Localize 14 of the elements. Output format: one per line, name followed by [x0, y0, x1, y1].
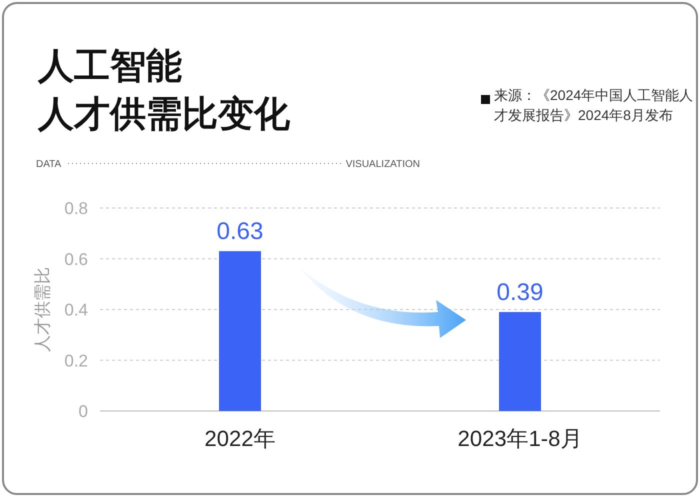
x-tick-label: 2023年1-8月 — [458, 426, 582, 451]
chart-title: 人工智能人才供需比变化 — [37, 45, 291, 134]
data-label: 0.39 — [496, 279, 544, 306]
y-tick-label: 0 — [78, 402, 88, 421]
data-label: 0.63 — [216, 218, 264, 246]
y-tick-label: 0.6 — [64, 250, 88, 269]
y-axis-title: 人才供需比 — [33, 267, 52, 352]
text: VISUALIZATION — [346, 159, 420, 170]
source-note: 来源：《2024年中国人工智能人才发展报告》2024年8月发布 — [494, 86, 694, 125]
text: DATA — [36, 159, 62, 170]
y-tick-label: 0.8 — [64, 199, 88, 218]
y-tick-label: 0.4 — [64, 300, 88, 320]
y-tick-label: 0.2 — [64, 351, 88, 370]
x-tick-label: 2022年 — [204, 426, 276, 451]
